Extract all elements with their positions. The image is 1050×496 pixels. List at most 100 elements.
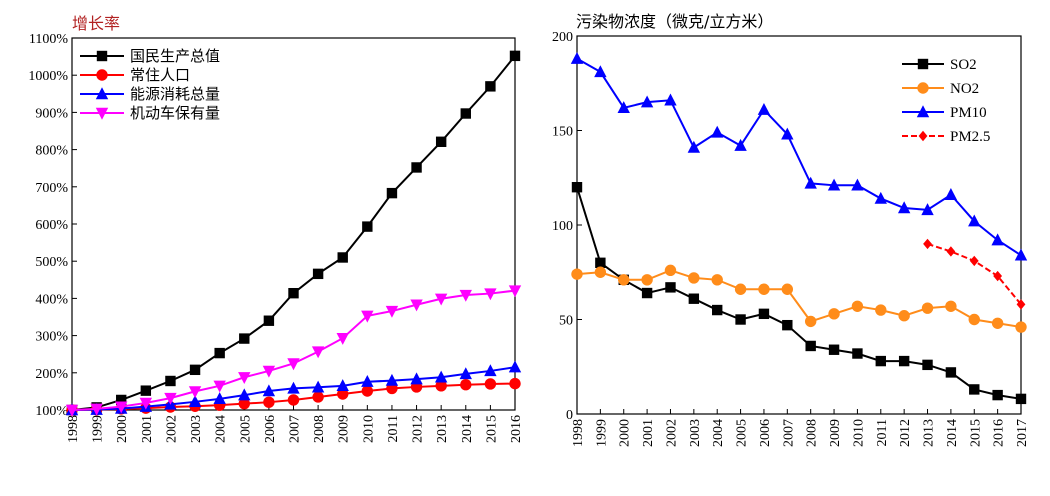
data-point	[618, 274, 630, 286]
data-point	[410, 372, 423, 385]
data-point	[781, 283, 794, 295]
y-tick-label: 800%	[35, 144, 68, 159]
data-point	[852, 348, 863, 359]
legend-marker	[917, 82, 929, 94]
series-NO2	[571, 264, 1027, 333]
x-tick-label: 2013	[922, 419, 937, 447]
legend-marker	[95, 107, 109, 120]
x-tick-label: 2010	[361, 415, 376, 443]
data-point	[311, 346, 325, 359]
x-tick-label: 2013	[435, 415, 450, 443]
data-point	[571, 268, 583, 280]
data-point	[239, 333, 250, 344]
data-point	[213, 380, 226, 393]
x-tick-label: 2016	[992, 419, 1007, 447]
y-tick-label: 900%	[35, 106, 68, 121]
data-point	[287, 381, 300, 394]
data-point	[435, 136, 447, 147]
data-point	[434, 293, 448, 306]
data-point	[968, 214, 981, 227]
y-tick-label: 400%	[35, 292, 68, 307]
data-point	[189, 364, 201, 376]
data-point	[734, 283, 747, 295]
data-point	[509, 50, 521, 62]
legend-label: 机动车保有量	[130, 104, 220, 122]
y-tick-label: 0	[566, 408, 573, 423]
data-point	[571, 182, 583, 193]
data-point	[688, 272, 700, 284]
data-point	[459, 367, 472, 380]
x-tick-label: 2009	[337, 415, 352, 443]
data-point	[758, 308, 770, 320]
x-tick-label: 2009	[828, 419, 843, 447]
data-point	[711, 125, 724, 138]
legend-label: PM10	[950, 105, 987, 121]
data-point	[687, 140, 701, 153]
data-point	[898, 355, 910, 367]
right-chart: 0 50 100 150 200 1998 1999 2000 2001 2002 2003 2004…	[552, 30, 1030, 447]
legend-label: 常住人口	[130, 66, 190, 84]
y-tick-label: 700%	[35, 181, 68, 196]
data-point	[312, 268, 324, 280]
data-point	[263, 396, 275, 408]
data-point	[140, 385, 152, 396]
x-tick-label: 2012	[898, 419, 913, 447]
data-point	[385, 305, 399, 318]
legend-marker	[916, 105, 930, 118]
x-tick-label: 1999	[91, 415, 106, 443]
data-point	[968, 313, 980, 326]
data-point	[484, 288, 497, 301]
data-point	[411, 162, 422, 173]
data-point	[969, 384, 980, 395]
legend: SO2 NO2 PM10 PM2.5	[902, 57, 990, 145]
data-point	[688, 293, 700, 304]
legend-marker	[918, 130, 928, 142]
y-tick-label: 300%	[35, 330, 68, 345]
data-point	[508, 360, 522, 373]
data-point	[782, 319, 793, 331]
x-tick-label: 2006	[758, 419, 773, 447]
x-tick-label: 2007	[288, 415, 303, 443]
x-tick-label: 2004	[711, 419, 726, 447]
x-tick-label: 2005	[238, 415, 253, 443]
data-point	[897, 201, 911, 214]
data-point	[311, 380, 325, 393]
data-point	[828, 344, 840, 355]
data-point	[1014, 248, 1028, 261]
x-tick-label: 2012	[411, 415, 426, 443]
series-PM10	[570, 51, 1028, 261]
data-point	[385, 373, 399, 386]
x-tick-label: 2015	[968, 419, 983, 447]
x-tick-label: 2002	[164, 415, 179, 443]
data-point	[336, 379, 349, 392]
data-point	[238, 388, 251, 401]
x-tick-label: 2000	[115, 415, 130, 443]
x-tick-label: 2008	[805, 419, 820, 447]
data-point	[828, 308, 840, 320]
data-point	[827, 178, 841, 191]
data-point	[617, 101, 630, 114]
legend-entry: PM2.5	[902, 129, 990, 145]
data-point	[969, 255, 979, 267]
data-point	[922, 359, 933, 371]
x-tick-label: 2015	[484, 415, 499, 443]
data-point	[288, 287, 299, 299]
y-tick-label: 1000%	[28, 69, 68, 84]
data-point	[992, 389, 1003, 401]
x-tick-label: 2001	[140, 415, 155, 443]
y-tick-label: 200%	[35, 367, 68, 382]
x-tick-label: 2003	[688, 419, 703, 447]
data-point	[781, 127, 794, 140]
data-point	[263, 315, 275, 326]
legend-entry: PM10	[902, 105, 987, 121]
data-point	[1015, 393, 1027, 405]
data-point	[993, 270, 1003, 282]
data-point	[665, 282, 676, 293]
data-point	[410, 299, 423, 312]
data-point	[115, 401, 128, 414]
data-point	[875, 304, 887, 316]
y-tick-label: 500%	[35, 255, 68, 270]
data-point	[594, 65, 607, 78]
data-point	[1015, 321, 1027, 333]
